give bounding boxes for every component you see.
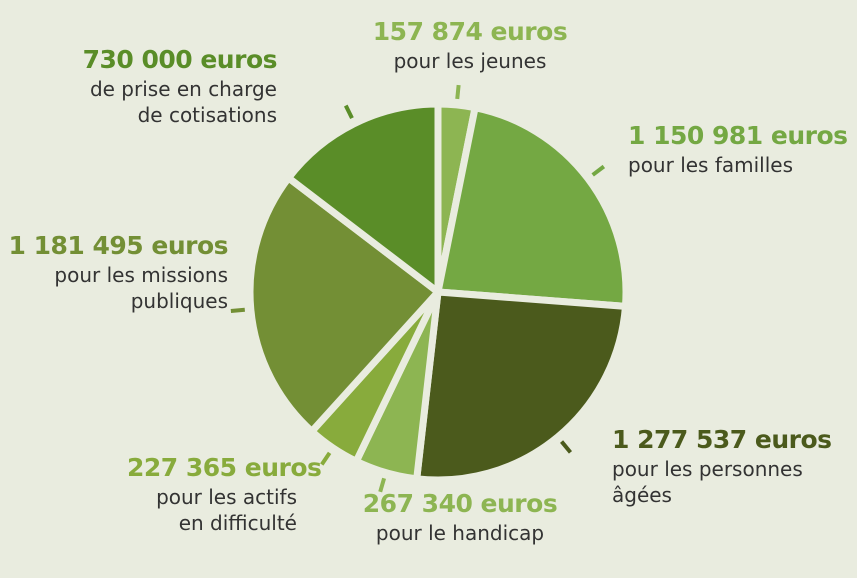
value-label: 157 874 euros	[372, 17, 568, 46]
slice-label: 1 150 981 euros pour les familles	[628, 120, 857, 178]
pie-slice	[285, 100, 442, 296]
category-label: de prise en charge de cotisations	[89, 77, 277, 127]
slice-label: 1 181 495 euros pour les missions publiqu…	[8, 230, 228, 314]
value-label: 267 340 euros	[362, 489, 558, 518]
value-label: 730 000 euros	[82, 45, 278, 74]
slice-label: 730 000 euros de prise en charge de cotis…	[67, 44, 278, 128]
slice-label: 1 277 537 euros pour les personnes âgées	[612, 424, 852, 508]
category-label: pour les personnes âgées	[612, 457, 803, 507]
slice-label: 227 365 euros pour les actifs en difficul…	[127, 452, 322, 536]
leader-line	[343, 104, 354, 119]
leader-line	[378, 477, 387, 493]
category-label: pour les actifs en difficulté	[156, 485, 297, 535]
value-label: 1 181 495 euros	[8, 231, 228, 260]
value-label: 1 150 981 euros	[628, 121, 848, 150]
category-label: pour les familles	[628, 153, 793, 177]
pie-slice	[246, 174, 442, 435]
value-label: 227 365 euros	[127, 453, 322, 482]
leader-line	[455, 84, 461, 100]
value-label: 1 277 537 euros	[612, 425, 832, 454]
leader-line	[230, 307, 245, 313]
pie-slice	[434, 104, 630, 310]
slice-label: 267 340 euros pour le handicap	[340, 488, 580, 546]
slice-label: 157 874 euros pour les jeunes	[350, 16, 590, 74]
leader-line	[591, 164, 606, 177]
leader-line	[320, 451, 332, 466]
category-label: pour les missions publiques	[54, 263, 228, 313]
category-label: pour le handicap	[375, 521, 545, 545]
pie-slice	[413, 288, 629, 484]
category-label: pour les jeunes	[393, 49, 547, 73]
leader-line	[560, 440, 573, 454]
